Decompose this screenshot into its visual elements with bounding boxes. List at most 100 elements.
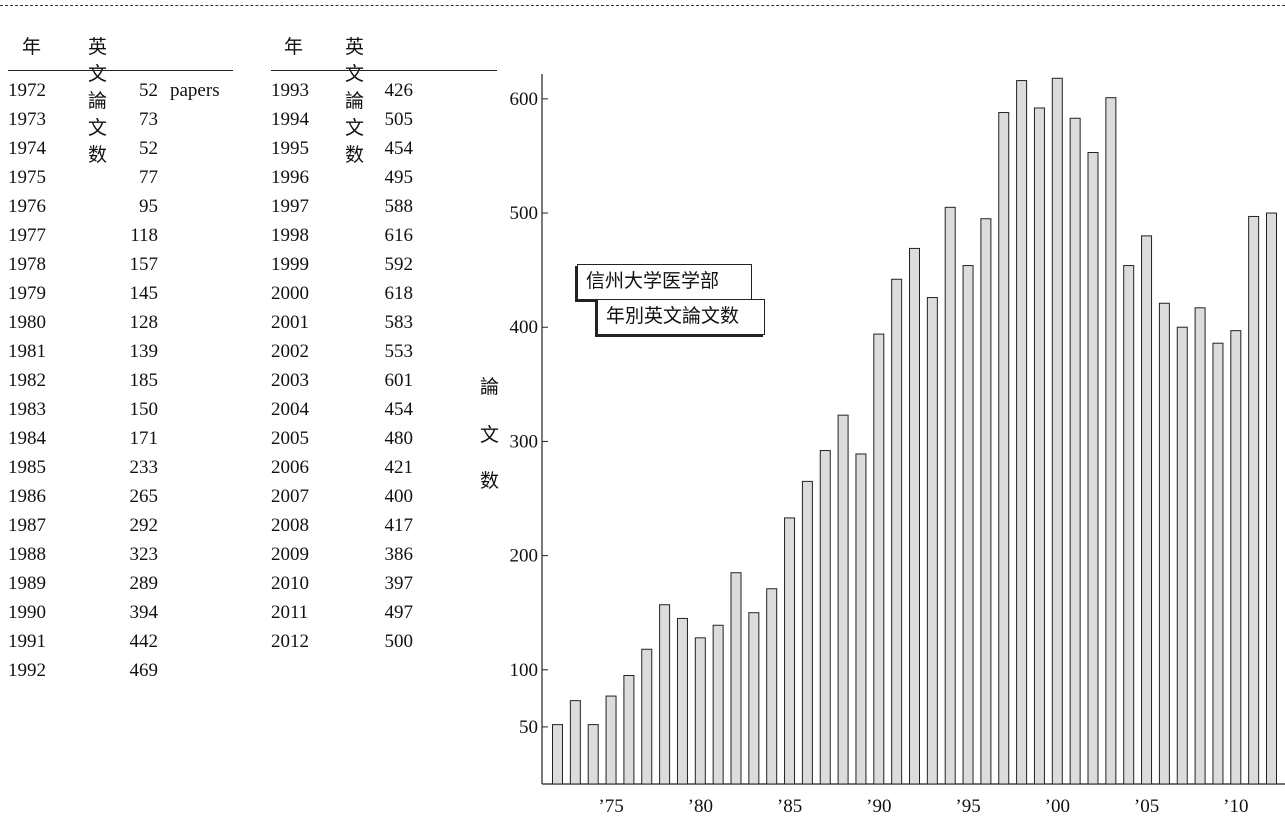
year-column-header: 年 xyxy=(284,37,304,58)
bar xyxy=(1123,265,1135,785)
count-cell: 417 xyxy=(384,515,414,536)
year-cell: 2004 xyxy=(271,399,309,420)
bar xyxy=(1248,215,1260,785)
count-cell: 505 xyxy=(384,109,414,130)
bar xyxy=(641,648,653,785)
year-cell: 1993 xyxy=(271,80,309,101)
bar xyxy=(998,112,1010,785)
x-tick-label: ’85 xyxy=(777,796,802,817)
count-cell: 601 xyxy=(384,370,414,391)
y-axis-label-char: 数 xyxy=(480,471,500,492)
bar xyxy=(980,218,992,785)
bar xyxy=(694,637,706,785)
count-cell: 128 xyxy=(129,312,159,333)
year-cell: 1981 xyxy=(8,341,46,362)
count-cell: 73 xyxy=(139,109,158,130)
count-cell: 265 xyxy=(129,486,159,507)
count-cell: 400 xyxy=(384,486,414,507)
bar xyxy=(552,724,563,785)
year-cell: 2005 xyxy=(271,428,309,449)
count-cell: 397 xyxy=(384,573,414,594)
bar xyxy=(587,724,599,785)
count-cell: 386 xyxy=(384,544,414,565)
count-cell: 616 xyxy=(384,225,414,246)
year-cell: 1988 xyxy=(8,544,46,565)
year-cell: 1978 xyxy=(8,254,46,275)
count-cell: 454 xyxy=(384,399,414,420)
year-cell: 1975 xyxy=(8,167,46,188)
year-cell: 1986 xyxy=(8,486,46,507)
count-cell: 618 xyxy=(384,283,414,304)
chart-annotation-subject: 年別英文論文数 xyxy=(597,299,765,335)
count-cell: 145 xyxy=(129,283,159,304)
y-tick-label: 300 xyxy=(510,431,539,452)
bar xyxy=(623,675,635,785)
count-cell: 394 xyxy=(129,602,159,623)
count-cell: 233 xyxy=(129,457,159,478)
year-cell: 2011 xyxy=(271,602,309,623)
year-cell: 1992 xyxy=(8,660,46,681)
count-cell: 588 xyxy=(384,196,414,217)
count-cell: 95 xyxy=(139,196,158,217)
count-cell: 426 xyxy=(384,80,414,101)
count-cell: 292 xyxy=(129,515,159,536)
year-cell: 1995 xyxy=(271,138,309,159)
count-cell: 323 xyxy=(129,544,159,565)
year-cell: 1999 xyxy=(271,254,309,275)
count-cell: 118 xyxy=(130,225,158,246)
year-cell: 1991 xyxy=(8,631,46,652)
year-cell: 2001 xyxy=(271,312,309,333)
bar xyxy=(766,588,778,785)
year-cell: 2010 xyxy=(271,573,309,594)
count-cell: 469 xyxy=(129,660,159,681)
bar xyxy=(819,450,831,785)
year-cell: 1976 xyxy=(8,196,46,217)
bar xyxy=(1230,330,1242,785)
year-cell: 2008 xyxy=(271,515,309,536)
bar xyxy=(1266,212,1277,785)
count-cell: 185 xyxy=(129,370,159,391)
bar xyxy=(926,297,938,785)
count-cell: 150 xyxy=(129,399,159,420)
count-cell: 52 xyxy=(139,80,158,101)
bar xyxy=(1016,80,1028,785)
bar xyxy=(659,604,671,785)
bar xyxy=(712,624,724,785)
y-tick-label: 400 xyxy=(510,317,539,338)
bar xyxy=(605,695,617,785)
bar xyxy=(855,453,867,785)
year-cell: 2006 xyxy=(271,457,309,478)
bar xyxy=(1212,342,1224,785)
bar xyxy=(962,265,974,785)
year-cell: 1983 xyxy=(8,399,46,420)
bar xyxy=(1087,152,1099,785)
x-tick-label: ’90 xyxy=(866,796,891,817)
bar xyxy=(891,278,903,785)
year-cell: 1994 xyxy=(271,109,309,130)
year-cell: 2007 xyxy=(271,486,309,507)
bar xyxy=(909,247,920,785)
x-tick-label: ’95 xyxy=(955,796,980,817)
bar xyxy=(569,700,581,785)
year-column-header: 年 xyxy=(22,37,42,58)
year-cell: 1979 xyxy=(8,283,46,304)
bar xyxy=(730,572,742,785)
count-cell: 139 xyxy=(129,341,159,362)
year-cell: 1998 xyxy=(271,225,309,246)
year-cell: 1977 xyxy=(8,225,46,246)
count-cell: 553 xyxy=(384,341,414,362)
y-tick-label: 50 xyxy=(519,717,538,738)
count-cell: 421 xyxy=(384,457,414,478)
count-cell: 157 xyxy=(129,254,159,275)
bar xyxy=(1194,307,1206,785)
bar xyxy=(1176,326,1188,785)
count-cell: 52 xyxy=(139,138,158,159)
count-cell: 497 xyxy=(384,602,414,623)
bar xyxy=(1051,77,1063,785)
bar xyxy=(784,517,796,785)
year-cell: 1990 xyxy=(8,602,46,623)
bar xyxy=(1033,107,1045,785)
bar xyxy=(1105,97,1117,785)
x-tick-label: ’80 xyxy=(688,796,713,817)
